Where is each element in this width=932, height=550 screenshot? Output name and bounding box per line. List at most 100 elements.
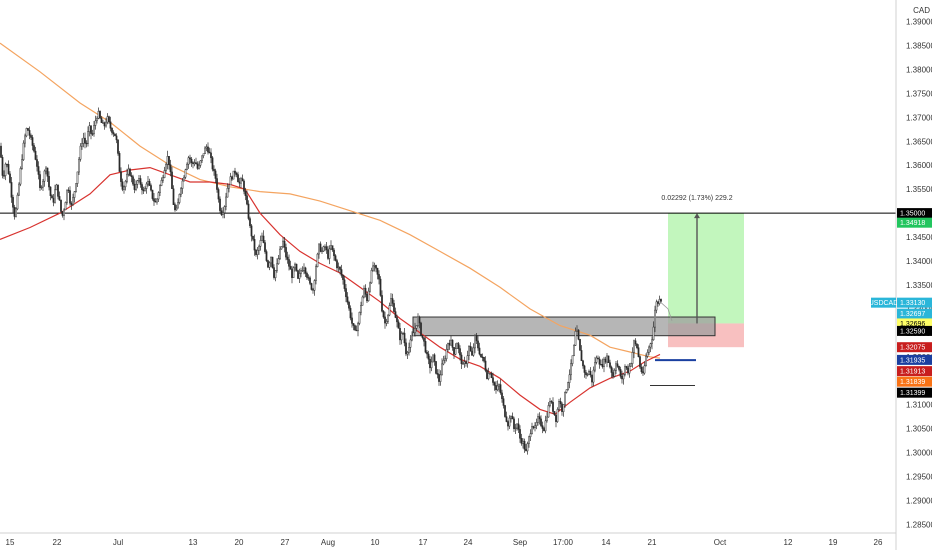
candle-body <box>403 332 406 344</box>
candle-body <box>610 366 613 373</box>
candle-body <box>486 370 488 379</box>
candle-body <box>19 168 22 185</box>
candle-body <box>213 168 215 172</box>
candle-body <box>204 147 206 154</box>
candle-body <box>312 289 314 291</box>
candle-body <box>552 402 554 412</box>
candle-body <box>351 317 353 324</box>
candle-body <box>55 184 58 191</box>
candle-body <box>27 128 29 131</box>
candle-body <box>214 170 217 179</box>
candle-body <box>463 361 466 364</box>
candle-body <box>307 277 310 279</box>
candle-body <box>93 125 95 135</box>
candle-body <box>538 416 541 420</box>
candle-body <box>285 247 287 258</box>
price-tag-box <box>897 354 932 365</box>
candle-body <box>645 355 647 367</box>
candle-body <box>504 405 506 417</box>
candle-body <box>76 171 79 184</box>
candle-body <box>49 186 52 196</box>
candle-body <box>12 197 14 208</box>
candle-body <box>616 363 619 367</box>
candle-body <box>112 132 115 135</box>
candle-body <box>10 182 13 198</box>
candle-body <box>588 370 590 375</box>
candle-body <box>106 116 109 123</box>
candle-body <box>469 346 472 352</box>
candle-body <box>432 354 434 363</box>
candle-body <box>295 263 298 271</box>
y-tick-label: 1.36000 <box>906 161 932 170</box>
candle-body <box>85 142 88 145</box>
candle-body <box>156 198 158 203</box>
currency-label: CAD <box>913 6 930 15</box>
measure-arrow-head <box>694 213 700 219</box>
candle-body <box>187 157 190 165</box>
candle-body <box>289 266 292 270</box>
candle-body <box>624 366 626 375</box>
candle-body <box>99 111 101 119</box>
candle-body <box>654 309 656 328</box>
candle-body <box>238 181 241 184</box>
candle-body <box>105 121 107 127</box>
candle-body <box>241 178 244 182</box>
candle-body <box>573 345 575 356</box>
candle-body <box>483 357 485 362</box>
candle-body <box>39 174 41 188</box>
candle-body <box>433 354 436 362</box>
candle-body <box>216 178 218 190</box>
y-tick-label: 1.30000 <box>906 449 932 458</box>
candle-body <box>361 296 364 306</box>
candle-body <box>180 188 182 195</box>
candle-body <box>418 316 421 324</box>
candle-body <box>444 358 446 361</box>
candle-body <box>322 246 325 252</box>
candle-body <box>28 130 31 136</box>
candle-body <box>121 181 124 190</box>
candle-body <box>583 365 586 373</box>
candle-body <box>117 139 119 154</box>
drawing-layer <box>0 212 896 348</box>
candle-body <box>390 298 392 306</box>
candle-body <box>57 184 59 197</box>
candle-body <box>30 135 32 138</box>
y-tick-label: 1.39000 <box>906 18 932 27</box>
candle-body <box>460 354 463 365</box>
candle-body <box>24 135 26 144</box>
candle-body <box>604 358 607 363</box>
candle-body <box>13 207 16 217</box>
candle-body <box>525 448 527 452</box>
candle-body <box>43 170 46 182</box>
candle-body <box>283 240 286 248</box>
candle-body <box>159 185 161 193</box>
candle-body <box>436 373 439 375</box>
candle-body <box>457 343 460 349</box>
candle-body <box>258 246 260 251</box>
price-tag-box <box>897 342 932 353</box>
candle-body <box>646 352 649 357</box>
time-axis[interactable]: 15 22 Jul 13 20 27 Aug 10 17 24 Sep 17:00 14 21 Oct 12 1… <box>6 538 883 547</box>
candle-body <box>58 196 61 201</box>
candle-body <box>649 343 652 348</box>
price-tag-label: 1.32696 <box>900 321 925 328</box>
candle-body <box>466 355 469 364</box>
candle-body <box>333 249 335 257</box>
candle-body <box>36 159 38 167</box>
y-tick-label: 1.29500 <box>906 472 932 481</box>
x-tick-label: 20 <box>235 538 244 547</box>
candle-body <box>459 348 461 356</box>
candle-body <box>480 353 482 358</box>
candle-body <box>634 340 637 345</box>
y-tick-label: 1.37500 <box>906 89 932 98</box>
x-tick-label: Aug <box>321 538 335 547</box>
candle-body <box>511 416 514 420</box>
candle-body <box>301 270 304 272</box>
candle-body <box>192 162 194 165</box>
candle-body <box>211 157 214 170</box>
price-tag-label: 1.32590 <box>900 328 925 335</box>
candle-body <box>502 398 505 406</box>
candle-body <box>600 364 602 366</box>
candle-body <box>189 157 191 160</box>
